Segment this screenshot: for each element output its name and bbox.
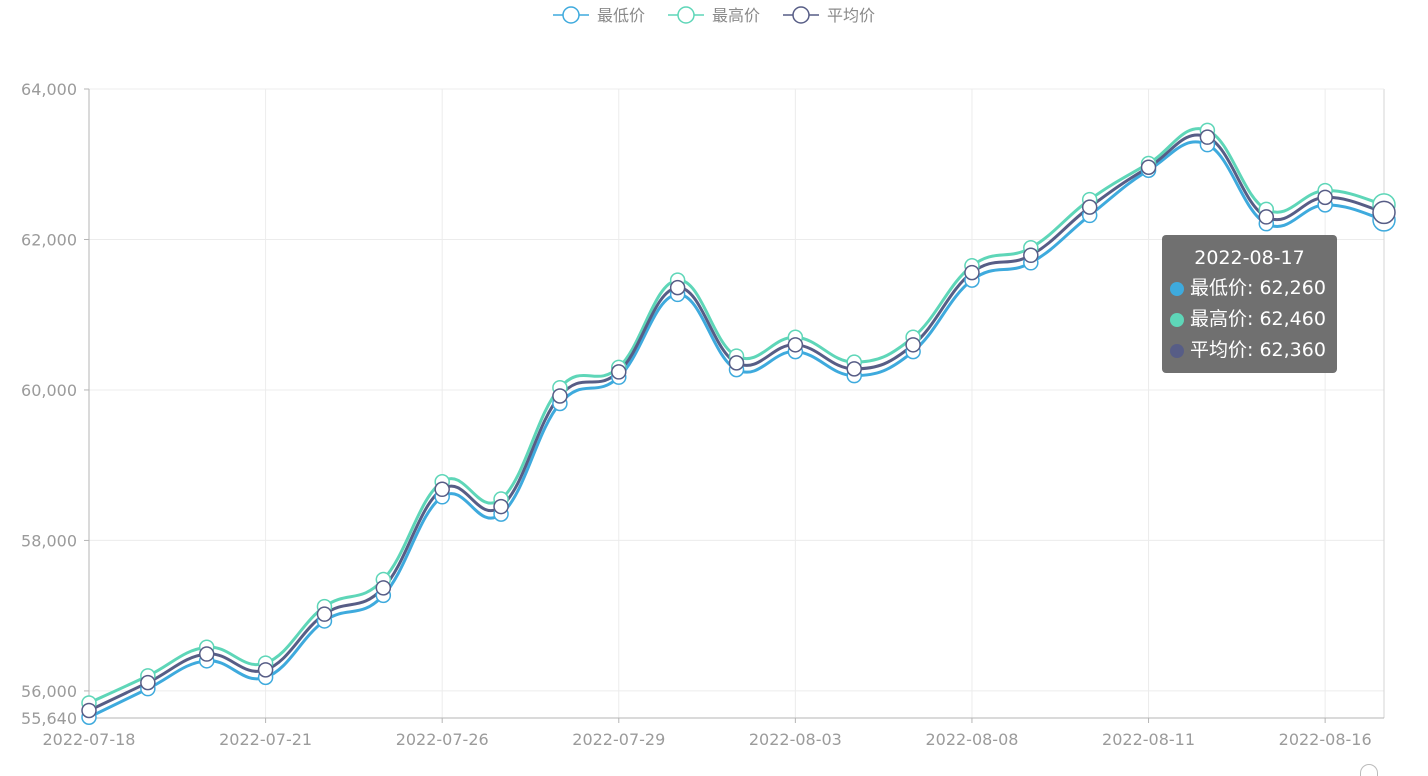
data-point[interactable] — [846, 361, 862, 377]
tooltip-title: 2022-08-17 — [1194, 247, 1305, 269]
tooltip-text-avg: 平均价: 62,360 — [1190, 339, 1326, 361]
series-line-3 — [88, 133, 1385, 712]
grid-lines — [89, 88, 1385, 718]
data-point[interactable] — [1140, 159, 1157, 175]
legend-circle-icon — [562, 6, 580, 24]
corner-icon[interactable] — [1360, 764, 1378, 776]
data-point[interactable] — [257, 662, 274, 678]
y-tick-label: 56,000 — [21, 682, 77, 701]
y-tick-label: 64,000 — [21, 80, 77, 99]
x-tick-label: 2022-08-11 — [1102, 730, 1195, 749]
x-tick-label: 2022-08-16 — [1279, 730, 1372, 749]
data-point[interactable] — [140, 674, 156, 691]
x-tick-label: 2022-08-08 — [925, 730, 1018, 749]
series-line-2 — [88, 127, 1385, 705]
data-point[interactable] — [81, 702, 97, 719]
legend-label: 平均价 — [827, 6, 875, 25]
tooltip-row-avg: 平均价: 62,360 — [1170, 335, 1337, 366]
x-tick-label: 2022-08-03 — [749, 730, 842, 749]
y-tick-label: 60,000 — [21, 381, 77, 400]
data-point[interactable] — [316, 606, 333, 622]
data-point[interactable] — [787, 337, 804, 353]
legend-label: 最低价 — [597, 6, 645, 25]
y-tick-label: 55,640 — [21, 709, 77, 728]
data-point[interactable] — [1317, 189, 1333, 206]
tooltip-row-high: 最高价: 62,460 — [1170, 304, 1337, 335]
x-tick-label: 2022-07-18 — [43, 730, 136, 749]
data-point[interactable] — [1081, 199, 1098, 215]
series-lines — [88, 127, 1385, 719]
legend-item[interactable]: 平均价 — [783, 6, 875, 25]
data-point[interactable] — [1372, 200, 1396, 225]
x-tick-label: 2022-07-21 — [219, 730, 312, 749]
data-point[interactable] — [552, 388, 568, 404]
legend-label: 最高价 — [712, 6, 760, 25]
data-point[interactable] — [964, 264, 980, 281]
legend-circle-icon — [677, 6, 695, 24]
tooltip-dot-low — [1170, 281, 1184, 296]
tooltip-text-high: 最高价: 62,460 — [1190, 308, 1326, 330]
tooltip: 2022-08-17 最低价: 62,260 最高价: 62,460 平均价: … — [1162, 235, 1337, 373]
data-point[interactable] — [198, 646, 215, 662]
axes: 55,640 56,000 58,000 60,000 62,000 64,000 2022… — [21, 80, 1384, 749]
data-point[interactable] — [905, 337, 921, 353]
legend[interactable]: 最低价 最高价 平均价 — [553, 6, 875, 25]
series-line-1 — [88, 140, 1385, 719]
data-point[interactable] — [1199, 129, 1216, 145]
legend-item[interactable]: 最低价 — [553, 6, 645, 25]
data-point[interactable] — [611, 364, 627, 380]
y-tick-label: 62,000 — [21, 230, 77, 249]
x-tick-label: 2022-07-29 — [572, 730, 665, 749]
data-point[interactable] — [1258, 209, 1275, 225]
data-point[interactable] — [1023, 247, 1039, 264]
data-point[interactable] — [493, 498, 509, 515]
tooltip-row-low: 最低价: 62,260 — [1170, 273, 1337, 304]
legend-circle-icon — [792, 6, 810, 24]
tooltip-dot-high — [1170, 312, 1184, 327]
tooltip-text-low: 最低价: 62,260 — [1190, 277, 1326, 299]
data-point[interactable] — [669, 279, 686, 296]
series-points — [81, 122, 1396, 725]
data-point[interactable] — [375, 580, 392, 596]
tooltip-dot-avg — [1170, 343, 1184, 358]
data-point[interactable] — [728, 355, 745, 371]
x-tick-label: 2022-07-26 — [396, 730, 489, 749]
data-point[interactable] — [434, 481, 450, 498]
legend-item[interactable]: 最高价 — [668, 6, 760, 25]
y-tick-label: 58,000 — [21, 531, 77, 550]
